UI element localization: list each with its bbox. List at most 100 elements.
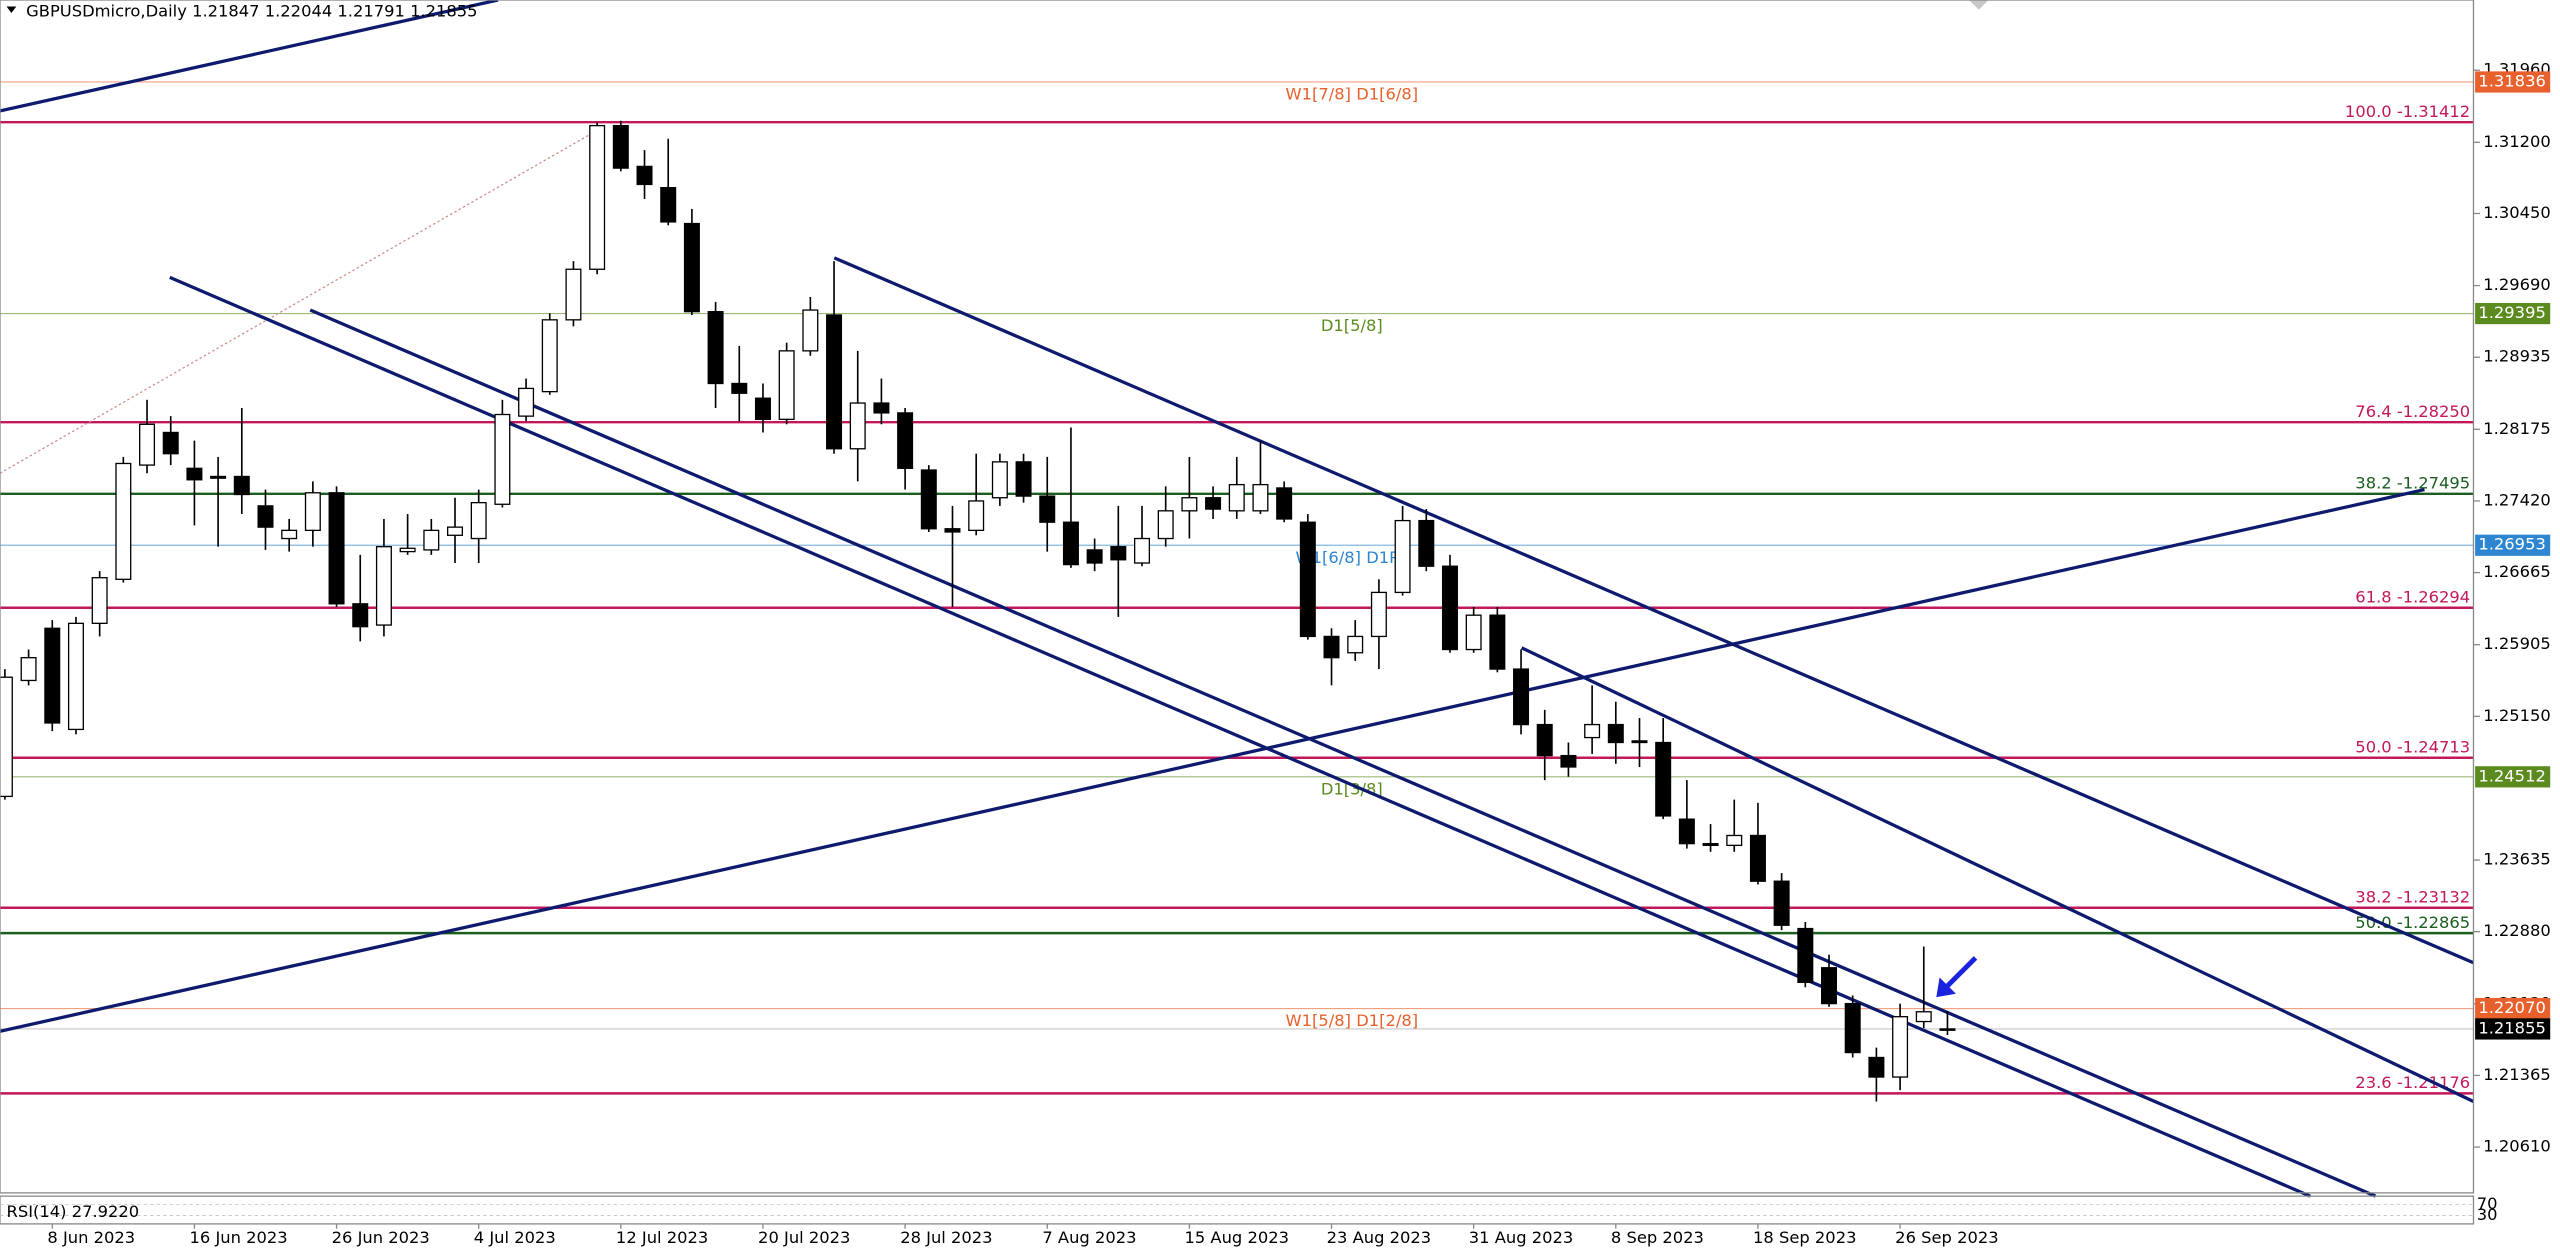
last-price-tag — [2475, 1018, 2551, 1040]
price-tag-label: 1.24512 — [2478, 766, 2545, 785]
rsi-pane-border — [0, 1195, 2475, 1225]
x-tick-label: 26 Sep 2023 — [1895, 1228, 1998, 1247]
murrey-level-label: D1[5/8] — [1321, 316, 1383, 335]
channel-line — [169, 275, 2311, 1198]
candle-body — [1276, 487, 1293, 520]
price-tag — [2475, 71, 2551, 93]
candle-body — [612, 124, 629, 169]
candle-body — [778, 350, 795, 421]
candle-body — [968, 500, 985, 532]
candles — [0, 120, 1956, 1102]
y-tick-label: 1.21365 — [2483, 1065, 2550, 1084]
price-tag-label: 1.31836 — [2478, 71, 2545, 90]
y-tick-label: 1.22880 — [2483, 921, 2550, 940]
candle-body — [1157, 510, 1174, 540]
header: GBPUSDmicro,Daily 1.21847 1.22044 1.2179… — [26, 1, 477, 20]
candle-body — [1465, 614, 1482, 651]
candle-body — [1631, 740, 1648, 744]
fib-level-label: 61.8 -1.26294 — [2355, 587, 2470, 606]
candle-body — [1299, 521, 1316, 638]
candle-body — [1441, 565, 1458, 651]
candle-body — [944, 528, 961, 533]
candle-body — [1821, 967, 1838, 1005]
candle-body — [1868, 1056, 1885, 1078]
candle-body — [873, 402, 890, 414]
candle-body — [1228, 483, 1245, 512]
candle-body — [1110, 546, 1127, 561]
axes: 1.319601.312001.304501.296901.289351.281… — [0, 60, 2551, 1247]
candle-body — [352, 603, 369, 628]
x-tick-label: 23 Aug 2023 — [1327, 1228, 1432, 1247]
channel-line — [1520, 646, 2475, 1103]
candle-body — [470, 502, 487, 540]
candle-body — [1370, 591, 1387, 638]
price-tag — [2475, 302, 2551, 325]
arrow-shaft — [1942, 956, 1978, 991]
x-tick-label: 15 Aug 2023 — [1184, 1228, 1289, 1247]
x-tick-label: 8 Sep 2023 — [1611, 1228, 1704, 1247]
candle-body — [1915, 1011, 1932, 1023]
trend-line — [0, 487, 2425, 1033]
candle-body — [1062, 521, 1079, 566]
low-value: 1.21791 — [337, 1, 404, 20]
open-value: 1.21847 — [192, 1, 259, 20]
candle-body — [1702, 842, 1719, 847]
rsi-tick-label: 30 — [2477, 1205, 2498, 1224]
candle-body — [731, 382, 748, 394]
candle-body — [1726, 834, 1743, 847]
candle-body — [304, 492, 321, 532]
x-tick-label: 18 Sep 2023 — [1753, 1228, 1856, 1247]
murrey-level-label: W1[5/8] D1[2/8] — [1286, 1011, 1419, 1030]
candle-body — [707, 311, 724, 385]
candle-body — [423, 529, 440, 551]
price-tag — [2475, 997, 2551, 1020]
fib-level-label: 50.0 -1.24713 — [2355, 737, 2470, 756]
arrow — [1936, 956, 1978, 998]
x-tick-label: 12 Jul 2023 — [616, 1228, 708, 1247]
candle-body — [399, 547, 416, 553]
candle-body — [1607, 723, 1624, 744]
price-tag-label: 1.29395 — [2478, 303, 2545, 322]
x-tick-label: 31 Aug 2023 — [1469, 1228, 1574, 1247]
y-tick-label: 1.20610 — [2483, 1137, 2550, 1156]
candle-body — [1584, 723, 1601, 739]
channel-line — [309, 308, 2377, 1198]
y-tick-label: 1.30450 — [2483, 203, 2550, 222]
x-tick-label: 8 Jun 2023 — [47, 1228, 135, 1247]
candle-body — [565, 268, 582, 321]
candle-body — [115, 462, 132, 580]
candle-body — [636, 165, 653, 186]
high-value: 1.22044 — [265, 1, 332, 20]
candle-body — [494, 413, 511, 505]
channel-line — [833, 256, 2475, 965]
candle-body — [1560, 754, 1577, 768]
last-price-label: 1.21855 — [2478, 1018, 2545, 1037]
shift-marker — [1968, 0, 1989, 10]
candle-body — [1086, 549, 1103, 564]
y-tick-label: 1.28175 — [2483, 419, 2550, 438]
y-tick-label: 1.23635 — [2483, 850, 2550, 869]
y-tick-label: 1.29690 — [2483, 275, 2550, 294]
price-tag — [2475, 766, 2551, 788]
candle-body — [1678, 818, 1695, 845]
candle-body — [1513, 668, 1530, 726]
candle-body — [281, 529, 298, 540]
candle-body — [1418, 519, 1435, 567]
rsi-tick-label: 70 — [2477, 1194, 2498, 1213]
candle-body — [897, 412, 914, 469]
fib-level-label: 100.0 -1.31412 — [2345, 102, 2470, 121]
main-pane-border — [0, 0, 2475, 1194]
candle-body — [91, 577, 108, 624]
candle-body — [67, 622, 84, 731]
menu-triangle — [6, 6, 17, 14]
candle-body — [44, 627, 61, 724]
arrow-head — [1936, 977, 1956, 998]
y-tick-label: 1.26665 — [2483, 562, 2550, 581]
candle-body — [210, 475, 227, 479]
candle-body — [1536, 723, 1553, 757]
candle-body — [447, 526, 464, 536]
price-tag — [2475, 534, 2551, 556]
